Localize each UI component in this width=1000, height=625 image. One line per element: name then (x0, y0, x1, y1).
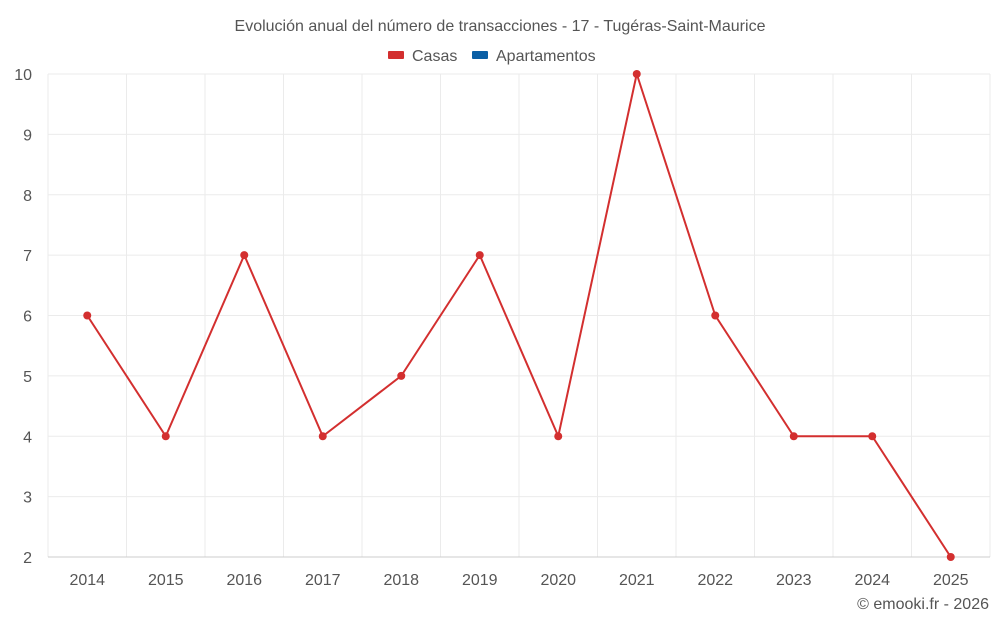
legend-label-casas: Casas (412, 48, 457, 65)
x-tick-label: 2019 (462, 572, 498, 589)
x-tick-label: 2025 (933, 572, 969, 589)
legend-swatch-casas (388, 51, 404, 59)
x-axis-ticks: 2014 2015 2016 2017 2018 2019 2020 2021 2022 2023… (69, 572, 968, 589)
x-tick-label: 2018 (383, 572, 419, 589)
data-point[interactable] (83, 311, 92, 320)
data-point[interactable] (318, 432, 327, 441)
data-point[interactable] (632, 70, 641, 78)
x-tick-label: 2022 (697, 572, 733, 589)
y-tick-label: 2 (23, 550, 32, 567)
data-point[interactable] (475, 251, 484, 260)
y-tick-label: 6 (23, 309, 32, 326)
data-point[interactable] (868, 432, 877, 441)
y-axis-ticks: 2 3 4 5 6 7 8 9 10 (14, 67, 32, 567)
y-tick-label: 4 (23, 429, 32, 446)
y-tick-label: 7 (23, 248, 32, 265)
x-tick-label: 2020 (540, 572, 576, 589)
data-point[interactable] (240, 251, 249, 260)
legend-label-apartamentos: Apartamentos (496, 48, 596, 65)
x-tick-label: 2014 (69, 572, 105, 589)
chart-title: Evolución anual del número de transaccio… (235, 18, 766, 35)
grid (47, 73, 991, 558)
x-tick-label: 2021 (619, 572, 655, 589)
data-point[interactable] (554, 432, 563, 441)
x-tick-label: 2023 (776, 572, 812, 589)
x-tick-label: 2016 (226, 572, 262, 589)
x-tick-label: 2015 (148, 572, 184, 589)
data-point[interactable] (789, 432, 798, 441)
y-tick-label: 5 (23, 369, 32, 386)
legend-item-apartamentos[interactable]: Apartamentos (472, 48, 596, 65)
x-tick-label: 2024 (854, 572, 890, 589)
data-point[interactable] (711, 311, 720, 320)
legend-item-casas[interactable]: Casas (388, 48, 457, 65)
y-tick-label: 10 (14, 67, 32, 84)
credit: © emooki.fr - 2026 (857, 596, 989, 613)
legend: Casas Apartamentos (388, 48, 596, 65)
y-tick-label: 9 (23, 127, 32, 144)
y-tick-label: 8 (23, 188, 32, 205)
data-point[interactable] (946, 553, 955, 561)
y-tick-label: 3 (23, 490, 32, 507)
legend-swatch-apartamentos (472, 51, 488, 59)
x-tick-label: 2017 (305, 572, 341, 589)
data-point[interactable] (161, 432, 170, 441)
series (83, 70, 955, 561)
series-line-casas (86, 73, 952, 558)
data-point[interactable] (397, 371, 406, 380)
